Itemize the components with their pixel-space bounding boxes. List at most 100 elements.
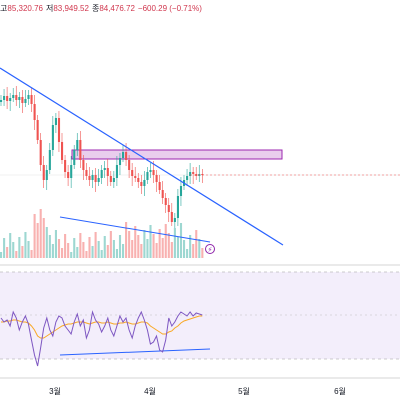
ohlc-legend: 고85,320.76 저83,949.52 종84,476.72 −600.29 (−… bbox=[0, 3, 205, 14]
candle-body bbox=[54, 118, 57, 125]
candle-body bbox=[134, 176, 137, 178]
candle-body bbox=[12, 95, 15, 98]
candle-body bbox=[131, 170, 134, 176]
candle-body bbox=[88, 176, 91, 180]
volume-bar bbox=[85, 251, 88, 258]
volume-bar bbox=[94, 232, 97, 258]
volume-bar bbox=[48, 235, 51, 258]
candle-body bbox=[125, 152, 128, 160]
candle-body bbox=[27, 95, 30, 99]
volume-bar bbox=[183, 240, 186, 258]
candle-body bbox=[115, 165, 118, 178]
candle-body bbox=[45, 170, 48, 180]
volume-bars bbox=[0, 209, 204, 258]
candle-body bbox=[158, 182, 161, 190]
rsi-trendline[interactable] bbox=[59, 348, 211, 356]
volume-bar bbox=[30, 250, 33, 258]
candle-body bbox=[3, 96, 6, 100]
volume-bar bbox=[112, 240, 115, 258]
resistance-zone[interactable] bbox=[71, 149, 283, 160]
candle-body bbox=[149, 170, 152, 172]
candle-body bbox=[112, 178, 115, 182]
candle-body bbox=[91, 175, 94, 180]
candle-body bbox=[164, 198, 167, 205]
candle-body bbox=[82, 160, 85, 170]
volume-bar bbox=[152, 234, 155, 258]
volume-bar bbox=[158, 229, 161, 258]
candle-body bbox=[39, 140, 42, 165]
candle-body bbox=[179, 186, 183, 196]
volume-bar bbox=[6, 247, 9, 258]
volume-bar bbox=[27, 241, 30, 258]
volume-bar bbox=[73, 238, 76, 258]
candle-body bbox=[189, 172, 192, 176]
volume-bar bbox=[140, 244, 143, 258]
high-label: 고 bbox=[0, 4, 8, 13]
rsi-moving-average bbox=[1, 315, 203, 339]
volume-bar bbox=[131, 240, 134, 258]
candle-body bbox=[173, 218, 176, 222]
candle-body bbox=[33, 104, 36, 120]
volume-bar bbox=[195, 230, 198, 258]
volume-bar bbox=[109, 231, 112, 258]
close-label: 종 bbox=[91, 4, 100, 13]
lightning-icon[interactable]: ⚡ bbox=[205, 244, 215, 254]
volume-bar bbox=[143, 230, 146, 258]
candle-body bbox=[186, 176, 189, 180]
volume-bar bbox=[134, 226, 137, 258]
volume-bar bbox=[15, 251, 18, 258]
volume-bar bbox=[201, 248, 204, 258]
volume-bar bbox=[33, 214, 36, 258]
volume-bar bbox=[170, 242, 173, 258]
volume-bar bbox=[79, 233, 82, 258]
candle-body bbox=[143, 180, 146, 186]
candle-body bbox=[70, 165, 73, 178]
candle-body bbox=[51, 125, 54, 150]
volume-trendline[interactable] bbox=[59, 216, 211, 243]
candle-body bbox=[152, 170, 155, 175]
volume-bar bbox=[176, 237, 179, 258]
volume-bar bbox=[189, 235, 192, 258]
candle-body bbox=[161, 190, 164, 198]
volume-bar bbox=[61, 248, 64, 258]
volume-bar bbox=[36, 223, 39, 258]
low-label: 저 bbox=[45, 4, 54, 13]
price-change: −600.29 (−0.71%) bbox=[137, 4, 202, 13]
candle-body bbox=[79, 140, 82, 160]
candle-body bbox=[109, 176, 112, 182]
volume-bar bbox=[186, 249, 189, 258]
volume-bar bbox=[18, 237, 21, 258]
volume-bar bbox=[103, 236, 106, 258]
volume-bar bbox=[24, 232, 27, 258]
x-axis-label-apr: 4월 bbox=[144, 387, 156, 396]
candle-body bbox=[167, 205, 170, 212]
descending-trendline[interactable] bbox=[0, 67, 284, 246]
volume-bar bbox=[45, 227, 48, 258]
candle-body bbox=[76, 140, 79, 150]
candle-body bbox=[73, 150, 76, 165]
high-value: 85,320.76 bbox=[7, 4, 43, 13]
candle-body bbox=[48, 150, 51, 170]
volume-bar bbox=[118, 235, 122, 258]
volume-bar bbox=[91, 246, 94, 258]
candle-body bbox=[24, 99, 27, 103]
volume-bar bbox=[3, 238, 6, 258]
volume-bar bbox=[12, 242, 15, 258]
volume-bar bbox=[155, 243, 158, 258]
volume-bar bbox=[137, 235, 140, 258]
volume-bar bbox=[106, 245, 109, 258]
volume-bar bbox=[100, 250, 103, 258]
candle-body bbox=[97, 178, 100, 182]
candle-body bbox=[100, 170, 103, 178]
x-axis-label-mar: 3월 bbox=[49, 387, 61, 396]
volume-bar bbox=[161, 238, 164, 258]
candle-body bbox=[57, 118, 61, 142]
volume-bar bbox=[88, 237, 91, 258]
volume-bar bbox=[149, 225, 152, 258]
candle-body bbox=[94, 175, 97, 182]
volume-bar bbox=[146, 239, 149, 258]
volume-bar bbox=[64, 234, 67, 258]
candle-body bbox=[201, 174, 204, 175]
